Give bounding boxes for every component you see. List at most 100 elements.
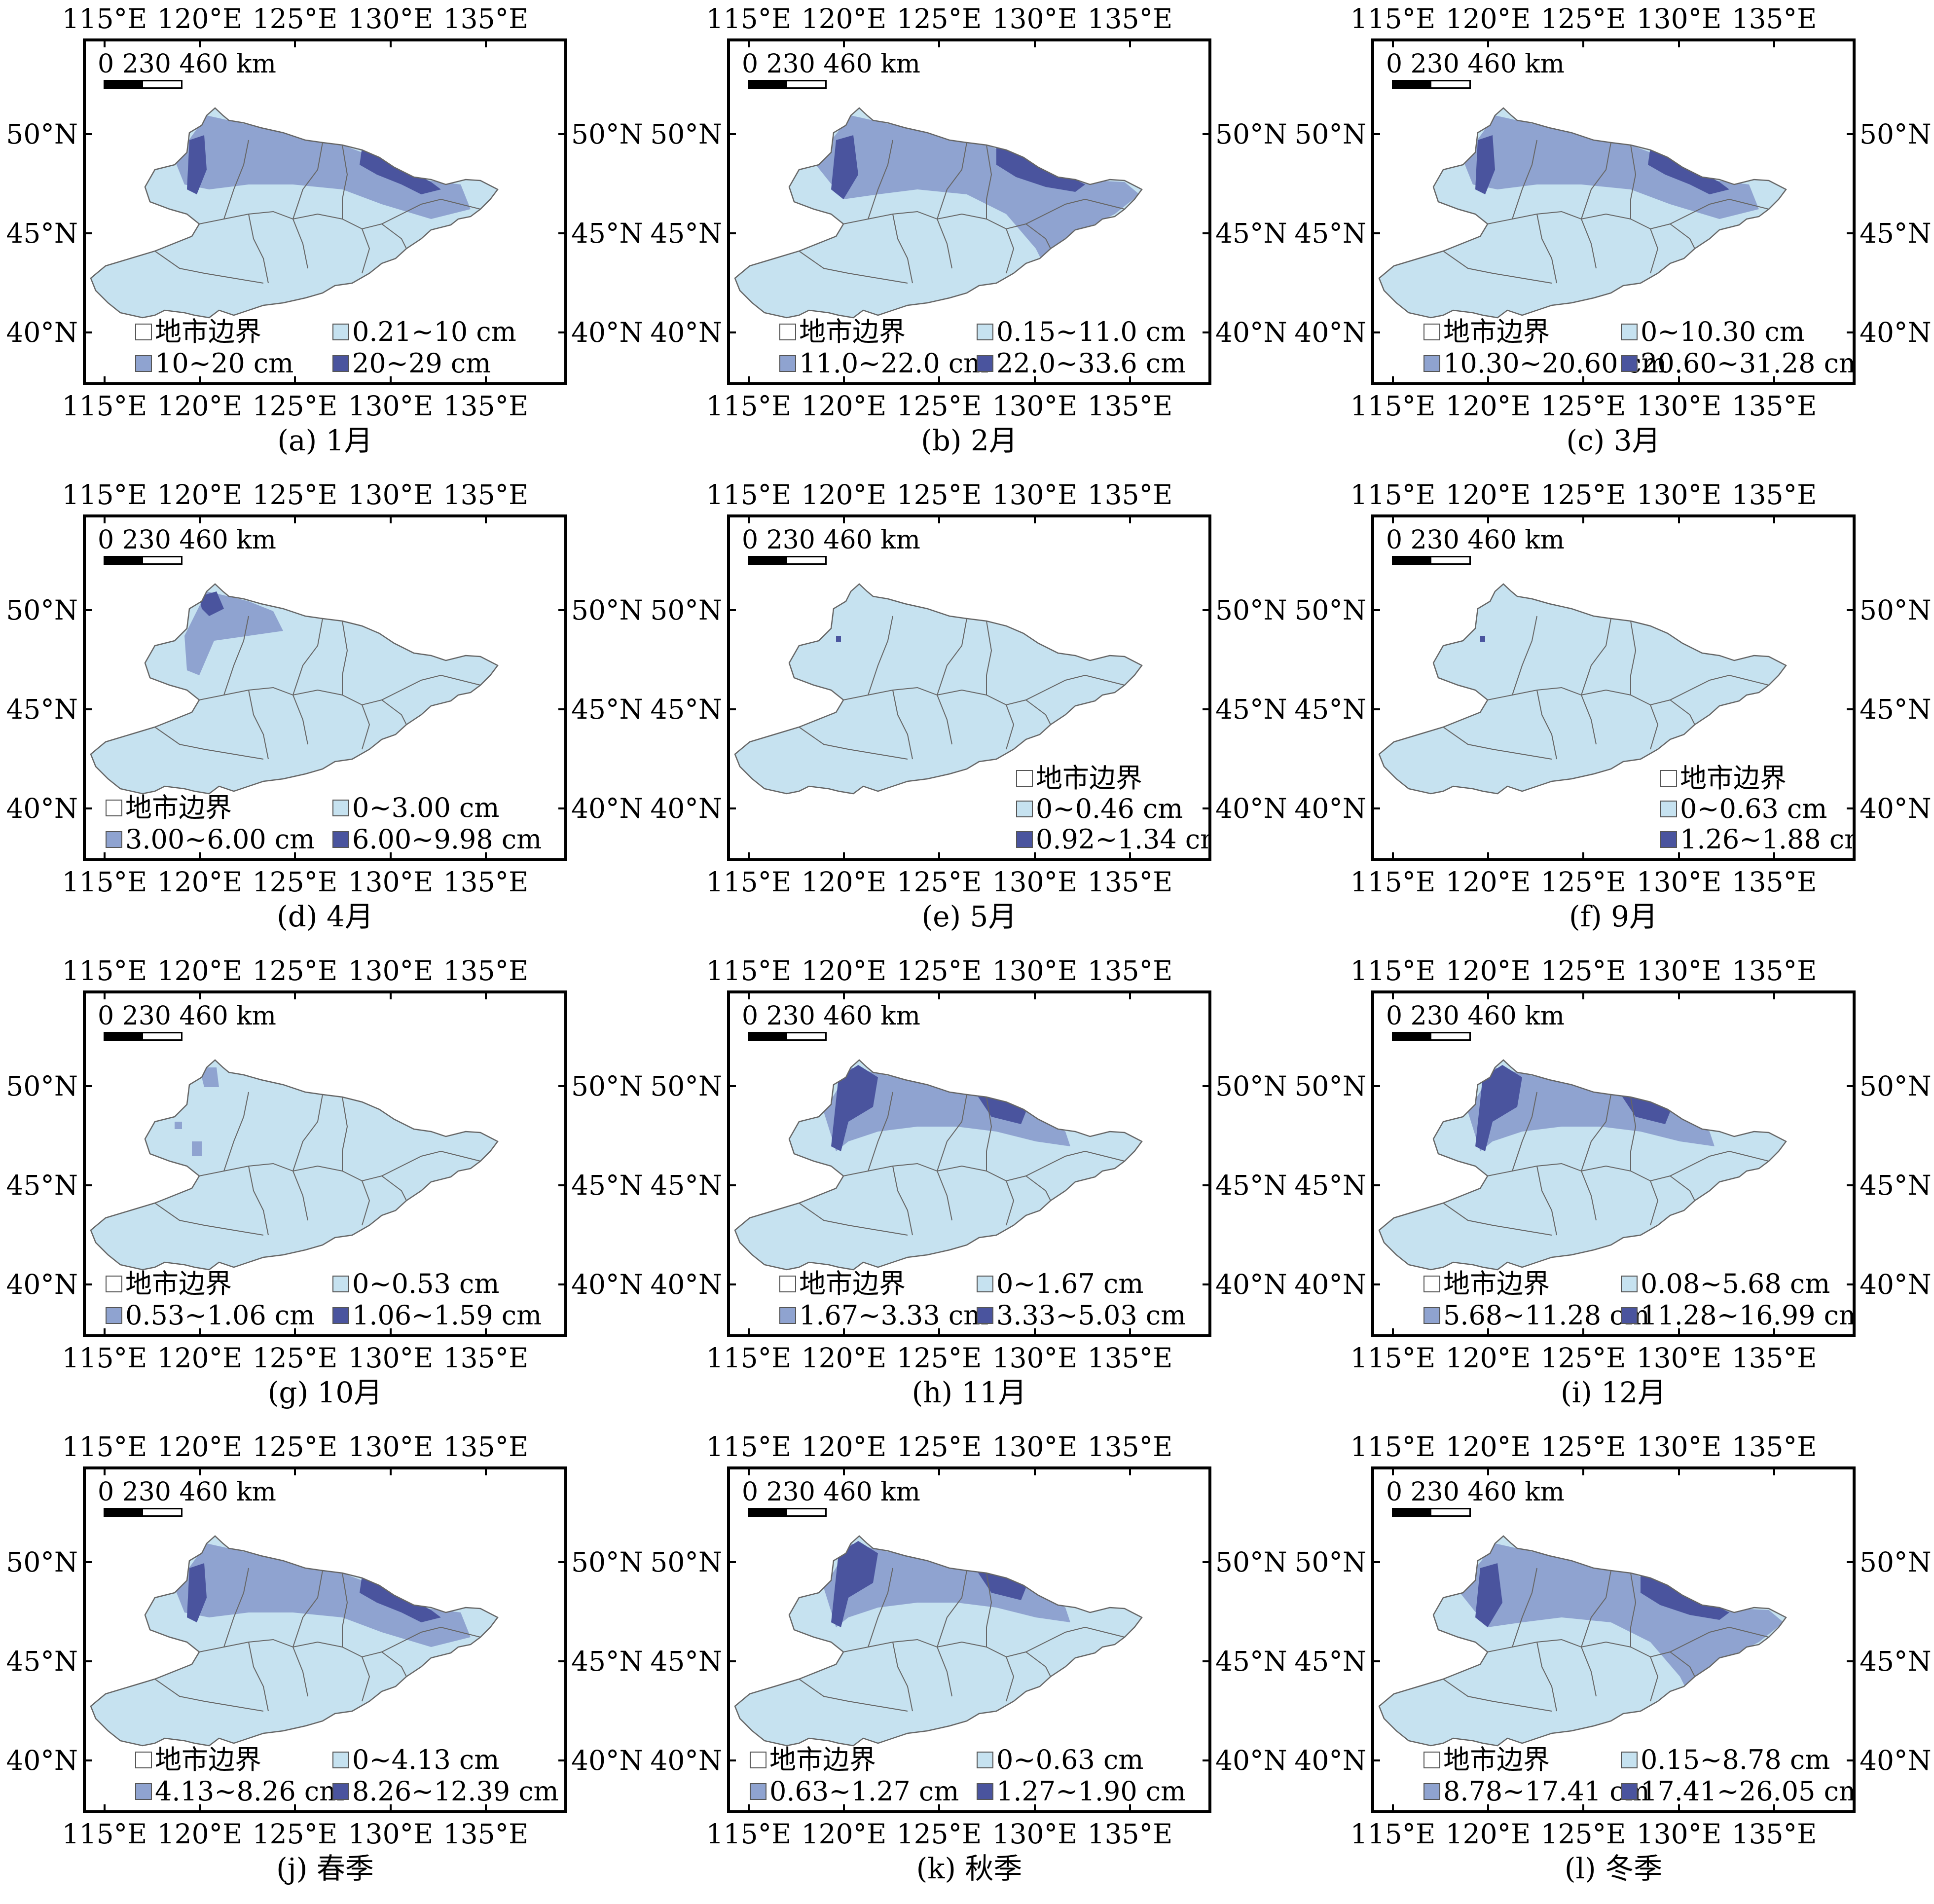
city-boundary-line	[868, 616, 893, 696]
lat-tick-label-left: 40°N	[650, 317, 722, 348]
panel-caption: (c) 3月	[1566, 424, 1661, 457]
city-boundary-line	[292, 618, 323, 696]
legend-item-class: 1.26~1.88 cm	[1660, 824, 1856, 855]
region-outline	[1378, 1059, 1787, 1271]
lat-tick-label-left: 40°N	[6, 793, 78, 824]
lat-tick-label-right: 45°N	[1860, 1646, 1932, 1677]
lon-tick-label-top: 115°E	[62, 955, 147, 987]
legend-swatch	[106, 831, 122, 848]
lon-tick-label-bottom: 125°E	[252, 866, 338, 898]
legend-swatch	[1621, 1783, 1638, 1800]
map-panel: 115°E 115°E 120°E 120°E 125°E 125°E 130°E 130°E…	[644, 0, 1287, 476]
city-boundary-line	[1006, 1180, 1015, 1226]
lon-tick-label-bottom: 125°E	[896, 866, 982, 898]
legend-label: 0~0.46 cm	[1036, 793, 1183, 824]
lon-tick-label-top: 120°E	[801, 479, 887, 511]
legend-item-class: 3.33~5.03 cm	[977, 1300, 1186, 1331]
map-panel: 115°E 115°E 120°E 120°E 125°E 125°E 130°E 130°E…	[0, 1428, 643, 1904]
lon-tick-label-bottom: 130°E	[992, 1342, 1078, 1374]
region-outline	[734, 583, 1143, 795]
lat-tick-label-right: 50°N	[571, 1070, 643, 1102]
lon-tick-label-bottom: 125°E	[1540, 866, 1626, 898]
city-boundary-line	[362, 704, 370, 750]
lon-tick-label-bottom: 125°E	[252, 390, 338, 422]
legend-swatch	[332, 800, 349, 816]
lon-tick-label-top: 130°E	[348, 3, 434, 35]
map-frame: 0 230 460 km 地市边界 0.21~10 cm 10~20 cm 20~29 …	[83, 38, 567, 385]
city-boundary-line	[1630, 1573, 1637, 1647]
city-boundary-line	[892, 690, 913, 760]
region-class3-fill	[199, 591, 224, 616]
lat-tick-label-left: 50°N	[6, 1070, 78, 1102]
lon-tick-label-bottom: 115°E	[706, 1342, 792, 1374]
legend-swatch	[1660, 831, 1677, 848]
lon-tick-label-top: 130°E	[1636, 479, 1722, 511]
legend-label: 地市边界	[799, 1268, 906, 1299]
city-boundary-line	[362, 1180, 370, 1226]
lon-tick-label-top: 115°E	[1350, 3, 1436, 35]
lon-tick-label-bottom: 115°E	[62, 390, 147, 422]
lat-tick-label-left: 45°N	[1294, 694, 1366, 725]
lat-tick-label-right: 50°N	[571, 1546, 643, 1578]
lat-tick-label-right: 50°N	[571, 594, 643, 626]
map-canvas	[86, 517, 564, 858]
lon-tick-label-top: 120°E	[157, 479, 243, 511]
lon-tick-label-bottom: 120°E	[1445, 1342, 1531, 1374]
city-boundary-line	[892, 1642, 913, 1712]
lon-tick-label-top: 115°E	[706, 955, 792, 987]
lon-tick-label-top: 135°E	[1731, 479, 1817, 511]
lon-tick-label-top: 120°E	[801, 1431, 887, 1463]
region-outline	[1378, 1535, 1787, 1747]
scalebar-label: 0 230 460 km	[98, 1001, 276, 1031]
region-class1-fill	[91, 1060, 498, 1270]
legend-item-boundary: 地市边界	[750, 1745, 876, 1775]
lon-tick-label-top: 135°E	[1087, 3, 1173, 35]
legend-item-class: 0~0.46 cm	[1016, 794, 1183, 824]
legend-swatch	[332, 355, 349, 372]
scalebar-label: 0 230 460 km	[742, 1001, 920, 1031]
legend-label: 地市边界	[125, 792, 232, 823]
map-panel: 115°E 115°E 120°E 120°E 125°E 125°E 130°E 130°E…	[1288, 1428, 1932, 1904]
lat-tick-label-right: 50°N	[1860, 1546, 1932, 1578]
legend-label: 1.26~1.88 cm	[1680, 824, 1856, 855]
lat-tick-label-left: 50°N	[650, 1070, 722, 1102]
lon-tick-label-top: 130°E	[992, 1431, 1078, 1463]
lon-tick-label-bottom: 130°E	[348, 1342, 434, 1374]
lon-tick-label-bottom: 125°E	[1540, 1818, 1626, 1850]
legend-swatch	[977, 1752, 993, 1768]
lat-tick-label-right: 45°N	[1860, 218, 1932, 249]
lon-tick-label-top: 135°E	[443, 1431, 529, 1463]
legend-item-class: 0.63~1.27 cm	[750, 1776, 959, 1807]
lon-tick-label-bottom: 125°E	[1540, 390, 1626, 422]
legend-item-class: 11.28~16.99 cm	[1621, 1300, 1853, 1331]
lon-tick-label-bottom: 130°E	[992, 390, 1078, 422]
scalebar	[748, 80, 827, 89]
scalebar-black-segment	[749, 1033, 787, 1039]
lon-tick-label-top: 135°E	[443, 479, 529, 511]
lon-tick-label-top: 130°E	[1636, 1431, 1722, 1463]
city-boundary-line	[937, 1094, 967, 1172]
city-boundary-line	[223, 1092, 249, 1172]
lon-tick-label-bottom: 120°E	[157, 1818, 243, 1850]
legend-swatch	[1621, 1276, 1638, 1292]
lon-tick-label-bottom: 130°E	[1636, 1818, 1722, 1850]
city-boundary-line	[1536, 214, 1557, 284]
legend-swatch	[332, 1752, 349, 1768]
panel-caption: (a) 1月	[277, 424, 373, 457]
lon-tick-label-bottom: 135°E	[443, 390, 529, 422]
map-frame: 0 230 460 km 地市边界 0.15~11.0 cm 11.0~22.0 cm…	[727, 38, 1211, 385]
city-boundary-line	[986, 1097, 992, 1171]
legend-item-boundary: 地市边界	[1423, 1745, 1550, 1775]
city-boundary-line	[292, 142, 323, 220]
scalebar-label: 0 230 460 km	[742, 1477, 920, 1507]
lat-tick-label-right: 40°N	[1215, 1269, 1287, 1300]
legend-swatch	[106, 800, 122, 816]
city-boundary-line	[986, 1573, 992, 1647]
map-frame: 0 230 460 km 地市边界 0.08~5.68 cm 5.68~11.28 c…	[1371, 990, 1856, 1337]
lat-tick-label-left: 40°N	[650, 793, 722, 824]
lat-tick-label-left: 40°N	[650, 1745, 722, 1776]
legend-label: 地市边界	[799, 316, 906, 347]
lon-tick-label-bottom: 115°E	[706, 866, 792, 898]
lat-tick-label-left: 45°N	[1294, 218, 1366, 249]
legend-label: 0.63~1.27 cm	[769, 1776, 959, 1807]
